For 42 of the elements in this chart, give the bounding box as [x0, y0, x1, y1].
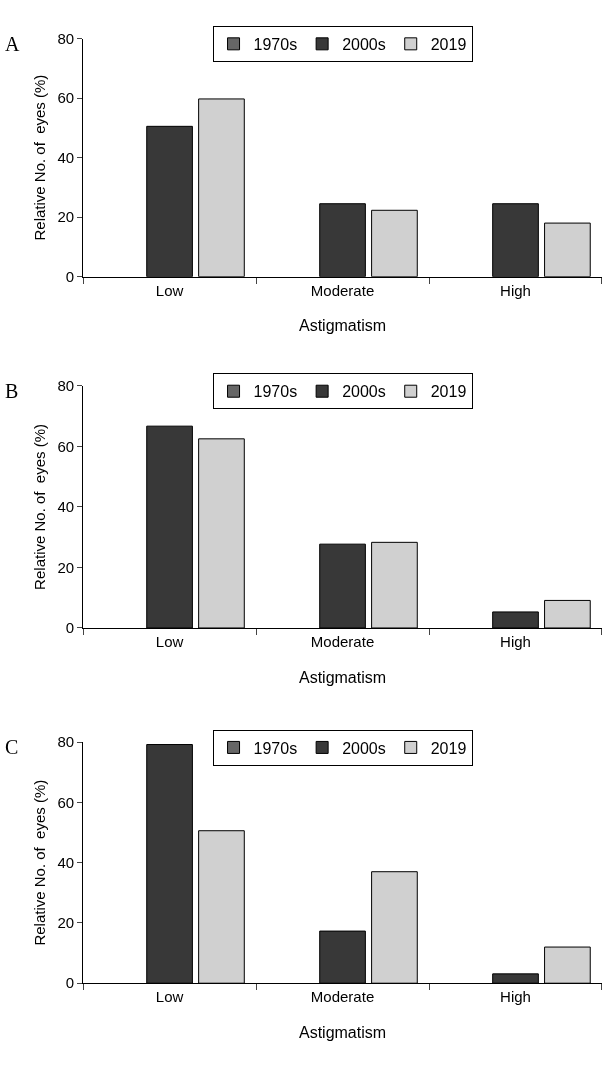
- x-axis-title: Astigmatism: [298, 1023, 387, 1041]
- x-tick-label: High: [500, 281, 531, 299]
- y-tick-label: 20: [57, 558, 75, 576]
- legend-label: 2000s: [342, 739, 386, 757]
- x-tick-label: High: [500, 632, 531, 650]
- chart-title: A: [5, 33, 20, 55]
- y-tick-label: 60: [57, 793, 75, 811]
- legend-label: 1970s: [253, 36, 298, 54]
- y-tick-label: 20: [57, 914, 75, 932]
- y-tick-label: 40: [57, 853, 75, 871]
- y-tick-label: 20: [57, 208, 75, 226]
- y-axis-title: Relative No. of eyes (%): [30, 423, 48, 590]
- x-axis-title: Astigmatism: [298, 668, 387, 686]
- legend-label: 2000s: [342, 383, 386, 401]
- y-axis-title: Relative No. of eyes (%): [30, 74, 48, 241]
- legend-label: 2019: [430, 383, 467, 401]
- y-tick-label: 40: [57, 498, 75, 516]
- legend-label: 2019: [430, 36, 467, 54]
- legend-label: 2019: [430, 739, 467, 757]
- x-tick-label: Low: [155, 988, 184, 1006]
- y-tick-label: 60: [57, 437, 75, 455]
- legend-label: 1970s: [253, 383, 298, 401]
- y-tick-label: 40: [57, 148, 75, 166]
- chart-title: C: [5, 736, 19, 758]
- x-tick-label: Low: [155, 281, 184, 299]
- chart-title: B: [5, 380, 19, 402]
- legend-label: 2000s: [342, 36, 386, 54]
- legend-label: 1970s: [253, 739, 298, 757]
- x-tick-label: Moderate: [310, 281, 375, 299]
- y-tick-label: 0: [65, 267, 75, 285]
- y-tick-label: 0: [65, 619, 75, 637]
- x-tick-label: Low: [155, 632, 184, 650]
- y-tick-label: 80: [57, 29, 75, 47]
- x-tick-label: Moderate: [310, 632, 375, 650]
- x-tick-label: Moderate: [310, 988, 375, 1006]
- x-axis-title: Astigmatism: [298, 317, 387, 335]
- x-tick-label: High: [500, 988, 531, 1006]
- y-tick-label: 60: [57, 89, 75, 107]
- y-tick-label: 80: [57, 377, 75, 395]
- y-axis-title: Relative No. of eyes (%): [30, 779, 48, 946]
- y-tick-label: 0: [65, 974, 75, 992]
- y-tick-label: 80: [57, 733, 75, 751]
